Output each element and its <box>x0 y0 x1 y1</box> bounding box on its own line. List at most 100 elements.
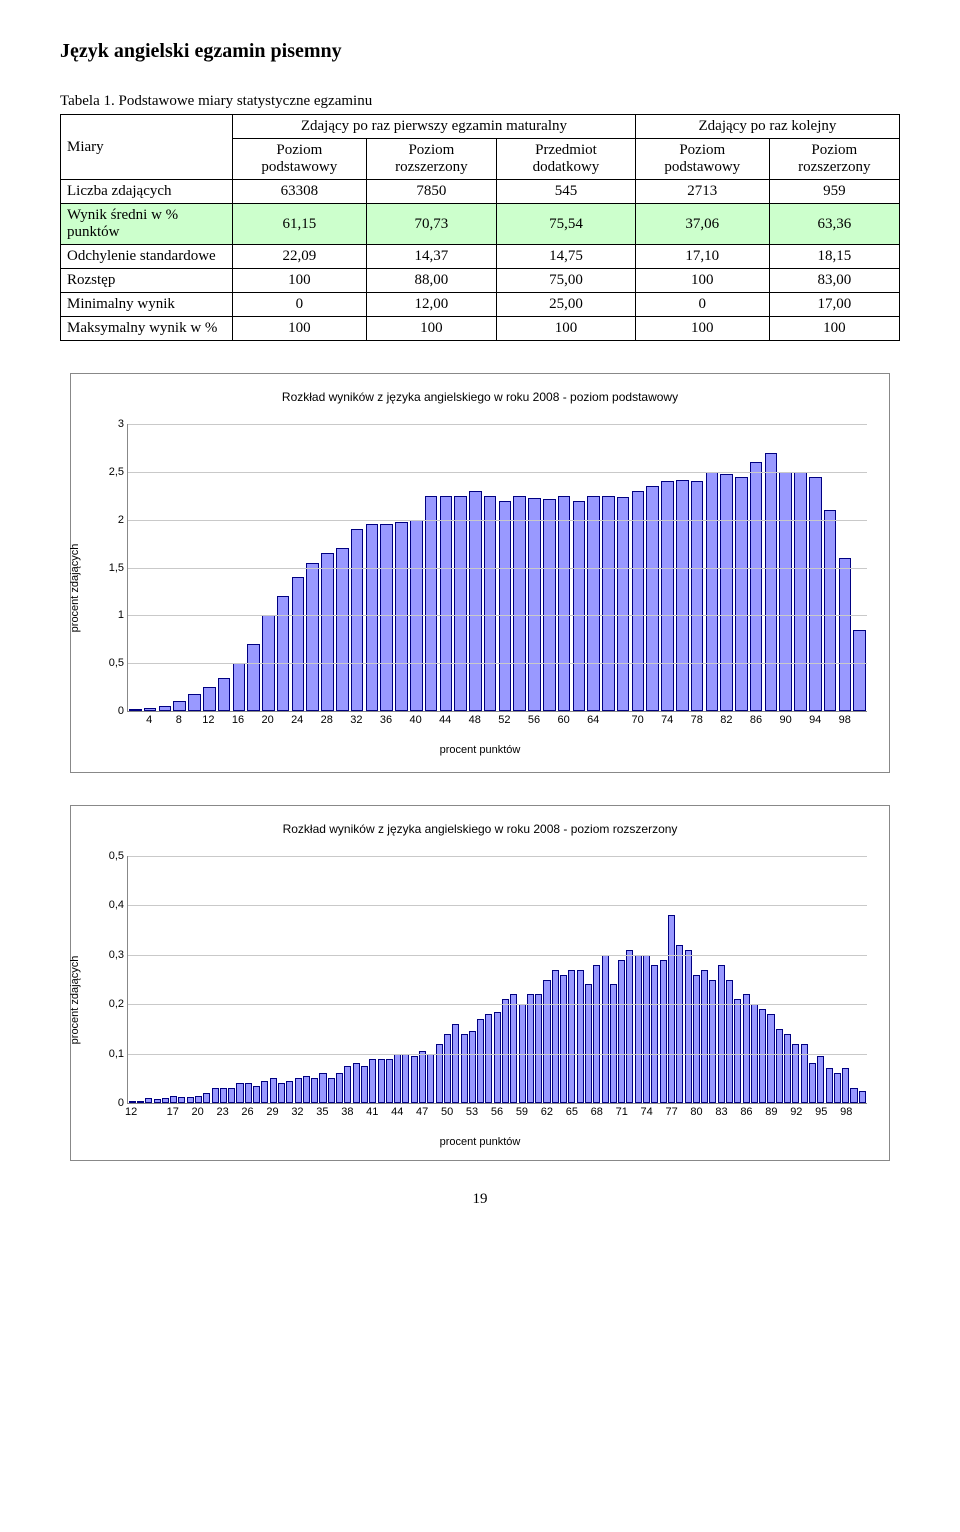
bar <box>568 970 575 1103</box>
bar-slot <box>186 856 194 1103</box>
xtick: 59 <box>516 1106 528 1118</box>
bar-slot <box>228 856 236 1103</box>
bar <box>502 999 509 1103</box>
xtick: 35 <box>316 1106 328 1118</box>
grid-line <box>128 472 867 473</box>
bar-slot <box>543 856 551 1103</box>
xtick: 8 <box>176 714 182 726</box>
bar <box>850 1088 857 1103</box>
bar <box>750 462 763 711</box>
bar <box>145 1098 152 1103</box>
col5: Poziom rozszerzony <box>769 139 899 180</box>
bar <box>735 477 748 711</box>
bar <box>560 975 567 1103</box>
bar <box>378 1059 385 1103</box>
cell: 17,00 <box>769 293 899 317</box>
bar <box>618 960 625 1103</box>
bar-slot <box>576 856 584 1103</box>
bar <box>759 1009 766 1103</box>
bar-slot <box>327 856 335 1103</box>
bar-slot <box>584 856 592 1103</box>
cell: 61,15 <box>232 204 366 245</box>
bar <box>425 496 438 711</box>
bar-slot <box>352 856 360 1103</box>
bar <box>303 1076 310 1103</box>
xtick: 32 <box>350 714 362 726</box>
page-number: 19 <box>60 1191 900 1208</box>
table-header-row-1: Miary Zdający po raz pierwszy egzamin ma… <box>61 115 900 139</box>
bar <box>826 1068 833 1103</box>
xtick: 56 <box>528 714 540 726</box>
col1: Poziom podstawowy <box>232 139 366 180</box>
xtick: 23 <box>216 1106 228 1118</box>
xtick: 36 <box>380 714 392 726</box>
grid-line <box>128 615 867 616</box>
bar <box>743 994 750 1103</box>
bar-slot <box>651 856 659 1103</box>
bar-slot <box>427 856 435 1103</box>
bar-slot <box>161 856 169 1103</box>
bar <box>402 1054 409 1103</box>
chart1-xticks: 4812162024283236404448525660647074788286… <box>127 714 867 730</box>
bar <box>494 1012 501 1103</box>
bar <box>159 706 172 711</box>
bar <box>188 694 201 711</box>
bar <box>765 453 778 711</box>
bar-slot <box>269 856 277 1103</box>
table-caption: Tabela 1. Podstawowe miary statystyczne … <box>60 93 900 110</box>
bar <box>668 915 675 1103</box>
bar <box>220 1088 227 1103</box>
bar <box>218 678 231 711</box>
xtick: 41 <box>366 1106 378 1118</box>
bar <box>351 529 364 711</box>
bar-slot <box>194 856 202 1103</box>
bar <box>499 501 512 711</box>
row-odch: Odchylenie standardowe 22,09 14,37 14,75… <box>61 245 900 269</box>
col-group1: Zdający po raz pierwszy egzamin maturaln… <box>232 115 635 139</box>
bar-slot <box>501 856 509 1103</box>
ytick: 1,5 <box>92 562 124 574</box>
bar-slot <box>452 856 460 1103</box>
cell: 63,36 <box>769 204 899 245</box>
bar-slot <box>219 856 227 1103</box>
col4: Poziom podstawowy <box>635 139 769 180</box>
ytick: 1 <box>92 609 124 621</box>
cell: 37,06 <box>635 204 769 245</box>
row-label: Odchylenie standardowe <box>61 245 233 269</box>
xtick: 53 <box>466 1106 478 1118</box>
xtick: 98 <box>839 714 851 726</box>
bar <box>212 1088 219 1103</box>
bar-slot <box>850 856 858 1103</box>
bar <box>295 1078 302 1103</box>
bar <box>170 1096 177 1103</box>
grid-line <box>128 955 867 956</box>
bar <box>776 1029 783 1103</box>
cell: 959 <box>769 180 899 204</box>
bar <box>660 960 667 1103</box>
bar-slot <box>700 856 708 1103</box>
bar-slot <box>302 856 310 1103</box>
bar-slot <box>833 856 841 1103</box>
bar-slot <box>692 856 700 1103</box>
cell: 14,37 <box>366 245 496 269</box>
bar-slot <box>145 856 153 1103</box>
chart1-title: Rozkład wyników z języka angielskiego w … <box>85 390 875 404</box>
chart2-xticks: 1217202326293235384144475053565962656871… <box>127 1106 867 1122</box>
bar <box>144 708 157 711</box>
cell: 18,15 <box>769 245 899 269</box>
bar-slot <box>261 856 269 1103</box>
grid-line <box>128 424 867 425</box>
bar <box>839 558 852 711</box>
row-label: Maksymalny wynik w % <box>61 317 233 341</box>
cell: 75,00 <box>497 269 636 293</box>
bar <box>321 553 334 711</box>
bar <box>842 1068 849 1103</box>
bar <box>779 472 792 711</box>
xtick: 65 <box>566 1106 578 1118</box>
bar <box>427 1054 434 1103</box>
bar <box>661 481 674 711</box>
bar-slot <box>443 856 451 1103</box>
bar <box>817 1056 824 1103</box>
bar-slot <box>252 856 260 1103</box>
grid-line <box>128 568 867 569</box>
